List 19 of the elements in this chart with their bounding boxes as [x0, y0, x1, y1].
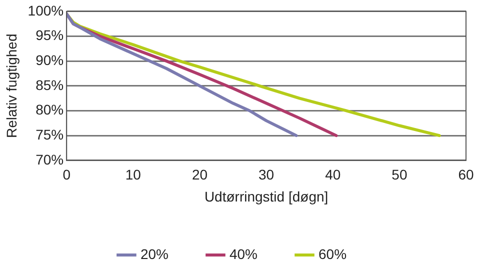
legend-label: 20%	[140, 246, 168, 262]
legend-label: 60%	[318, 246, 347, 262]
x-tick-label: 40	[325, 166, 341, 183]
y-tick-label: 70%	[36, 151, 64, 168]
x-tick-label: 0	[62, 166, 71, 183]
x-tick-label: 10	[125, 166, 142, 183]
y-tick-label: 100%	[28, 2, 64, 18]
x-tick-label: 20	[192, 166, 208, 183]
legend-label: 40%	[229, 246, 258, 262]
x-axis-title: Udtørringstid [døgn]	[204, 188, 328, 204]
y-tick-label: 85%	[36, 76, 64, 93]
y-tick-label: 75%	[36, 126, 64, 142]
y-axis-title: Relativ fugtighed	[3, 34, 20, 138]
x-tick-label: 50	[392, 166, 408, 183]
y-tick-label: 90%	[36, 52, 64, 68]
x-tick-label: 30	[258, 166, 274, 183]
x-tick-label: 60	[458, 166, 474, 183]
y-tick-label: 80%	[36, 102, 64, 118]
y-tick-label: 95%	[36, 27, 64, 44]
